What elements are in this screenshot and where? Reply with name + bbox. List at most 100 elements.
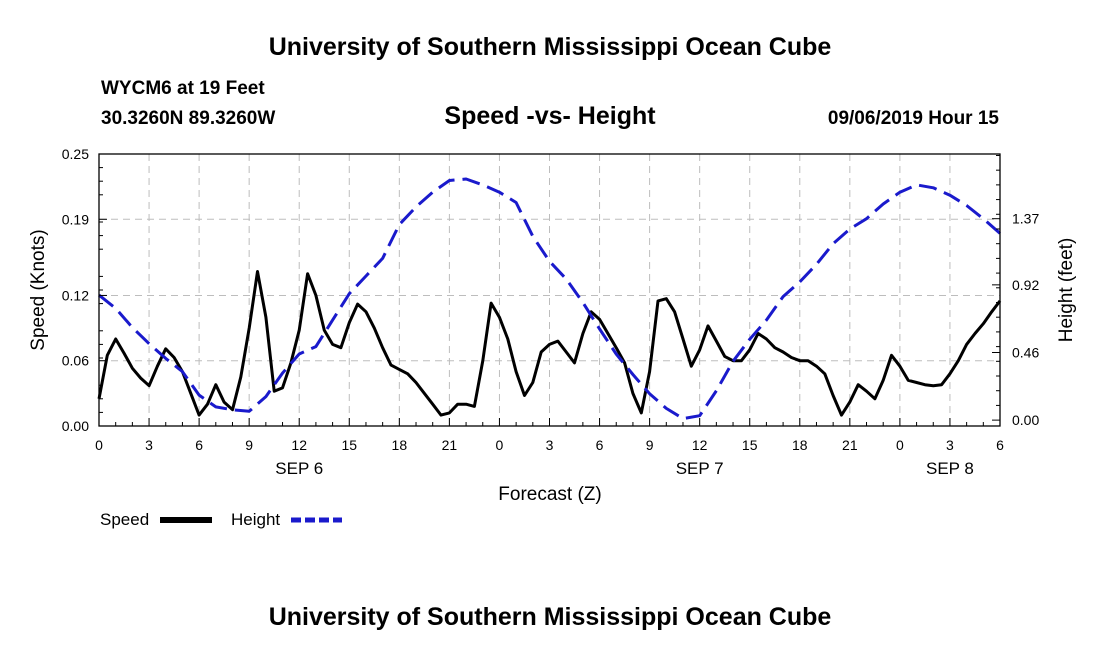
data-point-height bbox=[933, 187, 934, 188]
x-tick-label: 21 bbox=[442, 437, 458, 453]
data-point-speed bbox=[674, 311, 675, 312]
data-point-speed bbox=[165, 348, 166, 349]
data-point-height bbox=[566, 279, 567, 280]
data-point-speed bbox=[140, 378, 141, 379]
data-point-speed bbox=[507, 339, 508, 340]
data-point-speed bbox=[349, 322, 350, 323]
data-point-speed bbox=[557, 341, 558, 342]
data-point-height bbox=[199, 395, 200, 396]
data-point-height bbox=[749, 339, 750, 340]
data-point-speed bbox=[574, 362, 575, 363]
data-point-speed bbox=[716, 341, 717, 342]
data-point-speed bbox=[616, 347, 617, 348]
data-point-speed bbox=[908, 380, 909, 381]
y-right-tick-label: 0.92 bbox=[1012, 277, 1039, 293]
y-axis-left-label: Speed (Knots) bbox=[28, 229, 49, 350]
data-point-height bbox=[716, 390, 717, 391]
data-point-speed bbox=[224, 402, 225, 403]
data-point-speed bbox=[699, 349, 700, 350]
data-point-speed bbox=[399, 369, 400, 370]
data-point-speed bbox=[432, 404, 433, 405]
x-axis-label: Forecast (Z) bbox=[498, 484, 601, 505]
data-point-speed bbox=[207, 404, 208, 405]
data-point-speed bbox=[641, 412, 642, 413]
data-point-height bbox=[866, 218, 867, 219]
data-point-speed bbox=[841, 415, 842, 416]
x-tick-label: 3 bbox=[946, 437, 954, 453]
data-point-speed bbox=[791, 357, 792, 358]
data-point-height bbox=[182, 371, 183, 372]
data-point-speed bbox=[599, 319, 600, 320]
data-point-height bbox=[783, 296, 784, 297]
data-point-speed bbox=[683, 339, 684, 340]
data-point-speed bbox=[115, 339, 116, 340]
data-point-speed bbox=[157, 366, 158, 367]
data-point-speed bbox=[766, 339, 767, 340]
data-point-height bbox=[466, 179, 467, 180]
data-point-speed bbox=[949, 373, 950, 374]
x-date-label: SEP 6 bbox=[275, 459, 323, 478]
x-tick-label: 18 bbox=[392, 437, 408, 453]
data-point-height bbox=[666, 408, 667, 409]
datetime-label: 09/06/2019 Hour 15 bbox=[828, 108, 1000, 129]
data-point-height bbox=[349, 293, 350, 294]
data-point-speed bbox=[708, 325, 709, 326]
data-point-speed bbox=[441, 415, 442, 416]
data-point-speed bbox=[449, 412, 450, 413]
data-point-speed bbox=[532, 382, 533, 383]
data-point-speed bbox=[874, 398, 875, 399]
data-point-height bbox=[983, 218, 984, 219]
x-tick-label: 15 bbox=[742, 437, 758, 453]
data-point-speed bbox=[924, 384, 925, 385]
footer-title: University of Southern Mississippi Ocean… bbox=[269, 603, 832, 631]
data-point-speed bbox=[891, 355, 892, 356]
data-point-height bbox=[332, 320, 333, 321]
data-point-speed bbox=[416, 382, 417, 383]
data-point-speed bbox=[741, 360, 742, 361]
data-point-speed bbox=[582, 333, 583, 334]
x-tick-label: 0 bbox=[95, 437, 103, 453]
data-point-height bbox=[315, 346, 316, 347]
data-point-height bbox=[816, 264, 817, 265]
data-point-speed bbox=[274, 391, 275, 392]
data-point-speed bbox=[799, 360, 800, 361]
data-point-speed bbox=[132, 368, 133, 369]
x-tick-label: 9 bbox=[245, 437, 253, 453]
x-date-label: SEP 7 bbox=[676, 459, 724, 478]
data-point-height bbox=[449, 180, 450, 181]
data-point-speed bbox=[658, 300, 659, 301]
data-point-speed bbox=[632, 393, 633, 394]
data-point-speed bbox=[783, 352, 784, 353]
y-left-tick-label: 0.12 bbox=[62, 287, 89, 303]
data-point-speed bbox=[499, 317, 500, 318]
data-point-height bbox=[632, 374, 633, 375]
data-point-height bbox=[949, 195, 950, 196]
data-point-height bbox=[616, 354, 617, 355]
data-point-speed bbox=[933, 385, 934, 386]
data-point-speed bbox=[808, 360, 809, 361]
data-point-speed bbox=[124, 353, 125, 354]
data-point-speed bbox=[649, 371, 650, 372]
data-point-speed bbox=[249, 328, 250, 329]
data-point-height bbox=[432, 192, 433, 193]
data-point-speed bbox=[666, 298, 667, 299]
data-point-height bbox=[966, 205, 967, 206]
grid bbox=[99, 154, 1000, 426]
data-point-height bbox=[683, 418, 684, 419]
data-point-speed bbox=[265, 317, 266, 318]
data-point-height bbox=[833, 243, 834, 244]
data-point-height bbox=[215, 406, 216, 407]
location-label: 30.3260N 89.3260W bbox=[101, 108, 275, 129]
x-tick-label: 6 bbox=[596, 437, 604, 453]
data-point-speed bbox=[824, 373, 825, 374]
data-point-speed bbox=[374, 328, 375, 329]
data-point-speed bbox=[107, 355, 108, 356]
data-point-height bbox=[532, 236, 533, 237]
data-point-height bbox=[799, 281, 800, 282]
x-tick-label: 9 bbox=[646, 437, 654, 453]
data-point-speed bbox=[407, 373, 408, 374]
data-point-height bbox=[766, 320, 767, 321]
data-point-speed bbox=[749, 349, 750, 350]
data-point-speed bbox=[916, 382, 917, 383]
